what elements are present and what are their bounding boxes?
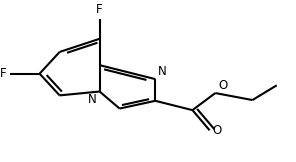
Text: F: F xyxy=(0,67,7,80)
Text: F: F xyxy=(96,3,103,16)
Text: O: O xyxy=(218,79,227,92)
Text: O: O xyxy=(213,124,222,137)
Text: N: N xyxy=(158,64,167,78)
Text: N: N xyxy=(88,93,97,106)
